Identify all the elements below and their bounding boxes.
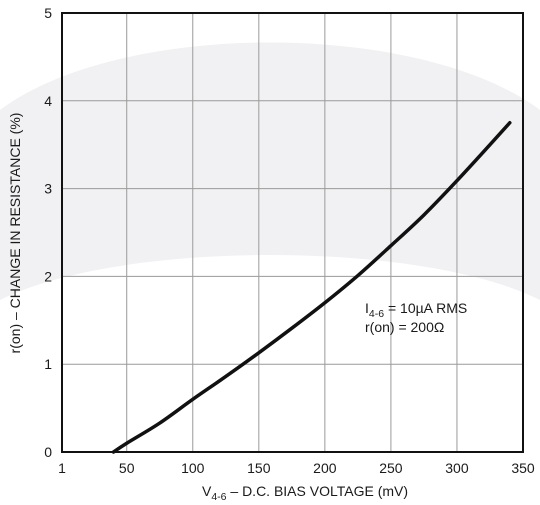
annotation-current-prefix: I (365, 300, 369, 316)
x-tick-label: 1 (58, 460, 66, 476)
x-tick-label: 300 (445, 460, 469, 476)
series-line (111, 121, 512, 454)
background-watermark (0, 42, 540, 300)
y-tick-label: 5 (44, 5, 52, 21)
y-tick-label: 0 (44, 444, 52, 460)
annotation-current: I4-6 = 10µA RMS (365, 300, 467, 320)
grid (62, 13, 523, 452)
annotation-resistance: r(on) = 200Ω (365, 319, 444, 335)
x-axis-label-subscript: 4-6 (211, 491, 226, 503)
x-tick-label: 150 (247, 460, 271, 476)
annotation-current-subscript: 4-6 (369, 308, 384, 320)
y-axis-label: r(on) – CHANGE IN RESISTANCE (%) (7, 113, 23, 354)
x-axis-label-prefix: V (202, 483, 212, 499)
y-tick-label: 1 (44, 356, 52, 372)
y-tick-label: 3 (44, 181, 52, 197)
plot-frame (61, 12, 524, 453)
x-axis-label-text: – D.C. BIAS VOLTAGE (mV) (227, 483, 409, 499)
x-tick-label: 350 (511, 460, 535, 476)
x-tick-label: 50 (119, 460, 135, 476)
x-axis-label: V4-6 – D.C. BIAS VOLTAGE (mV) (202, 483, 408, 503)
x-tick-label: 200 (313, 460, 337, 476)
y-tick-label: 2 (44, 268, 52, 284)
x-tick-label: 100 (181, 460, 205, 476)
annotation-current-text: = 10µA RMS (384, 300, 467, 316)
x-tick-label: 250 (379, 460, 403, 476)
y-tick-label: 4 (44, 93, 52, 109)
